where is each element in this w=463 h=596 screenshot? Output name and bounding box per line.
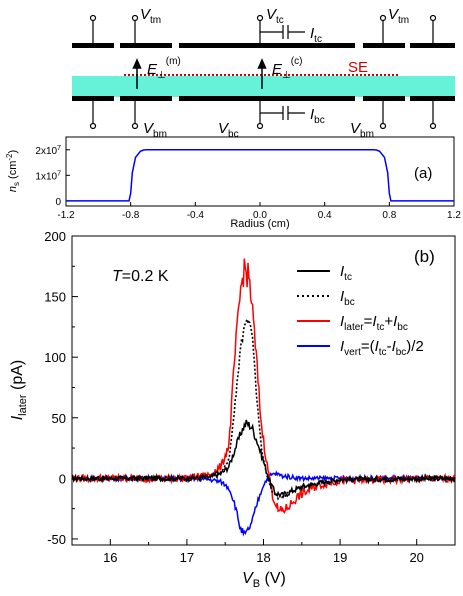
current-y-tick-label: 100 xyxy=(44,350,66,365)
density-plot-frame xyxy=(65,136,455,207)
current-x-axis-title: VB (V) xyxy=(242,570,286,590)
terminal-vbm-inner xyxy=(131,122,139,130)
label-vtm-right: Vtm xyxy=(388,6,409,26)
top-electrode-left-edge xyxy=(72,43,114,48)
density-profile-line xyxy=(66,149,454,202)
bottom-electrode-right-middle xyxy=(363,96,405,101)
legend-entry-ivert: Ivert=(Itc-Ibc)/2 xyxy=(340,338,424,358)
current-x-tick-label: 16 xyxy=(103,550,117,565)
label-field-m: E⊥(m) xyxy=(147,56,181,81)
density-y-tick-label: 2x107 xyxy=(35,145,61,157)
legend-entry-ilater: Ilater=Itc+Ibc xyxy=(340,313,408,333)
current-y-tick-label: 200 xyxy=(44,229,66,244)
top-electrode-center xyxy=(179,43,355,48)
terminal-vtm-inner xyxy=(131,14,139,22)
terminal-vbm-right-inner xyxy=(379,122,387,130)
trace-ibc xyxy=(71,316,456,501)
density-y-tick-label: 1x107 xyxy=(35,170,61,182)
current-x-tick-label: 20 xyxy=(409,550,423,565)
density-x-tick-label: -0.8 xyxy=(122,210,140,221)
capacitor-top xyxy=(260,25,305,39)
label-vbm-left: Vbm xyxy=(143,120,167,140)
terminal-vtm-right xyxy=(429,14,437,22)
label-vtc: Vtc xyxy=(266,6,284,26)
bottom-electrode-right-edge xyxy=(410,96,455,101)
current-y-tick-label: 0 xyxy=(59,471,66,486)
label-ibc: Ibc xyxy=(310,106,325,126)
label-vbm-right: Vbm xyxy=(350,120,374,140)
legend-entry-ibc: Ibc xyxy=(340,288,355,308)
schematic: Vtm Vtc Itc Vtm Vbm Vbc Ibc Vbm E⊥(m) E⊥… xyxy=(72,6,455,140)
density-x-axis-title: Radius (cm) xyxy=(230,218,289,230)
terminal-vtm-left xyxy=(89,14,97,22)
current-y-tick-label: -50 xyxy=(47,532,66,547)
current-x-tick-label: 17 xyxy=(180,550,194,565)
density-plot-label: (a) xyxy=(414,165,432,182)
density-x-tick-label: 0.4 xyxy=(318,210,332,221)
liquid-helium-layer xyxy=(72,76,455,97)
bottom-electrode-center xyxy=(179,96,355,101)
terminal-vbm-left xyxy=(89,122,97,130)
bottom-electrode-middle xyxy=(120,96,172,101)
current-y-tick-label: 50 xyxy=(52,411,66,426)
legend: Itc Ibc Ilater=Itc+Ibc Ivert=(Itc-Ibc)/2 xyxy=(297,263,424,358)
field-arrow-m xyxy=(132,58,142,69)
trace-itc xyxy=(71,419,456,499)
label-itc: Itc xyxy=(310,25,322,45)
label-vbc: Vbc xyxy=(218,120,239,140)
top-electrode-right-edge xyxy=(410,43,455,48)
top-electrode-right-middle xyxy=(363,43,405,48)
density-x-tick-label: -1.2 xyxy=(57,210,75,221)
density-y-axis-title: ns (cm-2) xyxy=(5,150,21,192)
field-arrow-c xyxy=(257,58,267,69)
label-se: SE xyxy=(348,59,368,76)
label-field-c: E⊥(c) xyxy=(272,56,302,81)
current-x-tick-label: 19 xyxy=(333,550,347,565)
density-x-tick-label: -0.4 xyxy=(187,210,205,221)
capacitor-bottom xyxy=(260,106,305,120)
current-plot: 16 17 18 19 20 -50 0 50 100 150 200 (b) T=0.2 K It… xyxy=(9,229,456,590)
terminal-vtm-right-inner xyxy=(379,14,387,22)
terminal-vbm-right xyxy=(429,122,437,130)
current-y-tick-label: 150 xyxy=(44,290,66,305)
current-plot-label: (b) xyxy=(414,247,435,266)
density-x-tick-label: 0.8 xyxy=(382,210,396,221)
density-x-tick-label: 0.0 xyxy=(253,210,267,221)
label-vtm-left: Vtm xyxy=(140,6,161,26)
density-y-tick-label: 0 xyxy=(55,197,61,208)
current-x-tick-label: 18 xyxy=(256,550,270,565)
trace-ilater xyxy=(71,258,456,514)
current-y-axis-title: Ilater (pA) xyxy=(9,360,29,421)
temperature-label: T=0.2 K xyxy=(112,268,169,285)
bottom-electrode-left-edge xyxy=(72,96,114,101)
terminal-vbc xyxy=(256,122,264,130)
terminal-vtc xyxy=(256,14,264,22)
legend-entry-itc: Itc xyxy=(340,263,352,283)
density-x-tick-label: 1.2 xyxy=(447,210,461,221)
top-electrode-middle xyxy=(120,43,172,48)
